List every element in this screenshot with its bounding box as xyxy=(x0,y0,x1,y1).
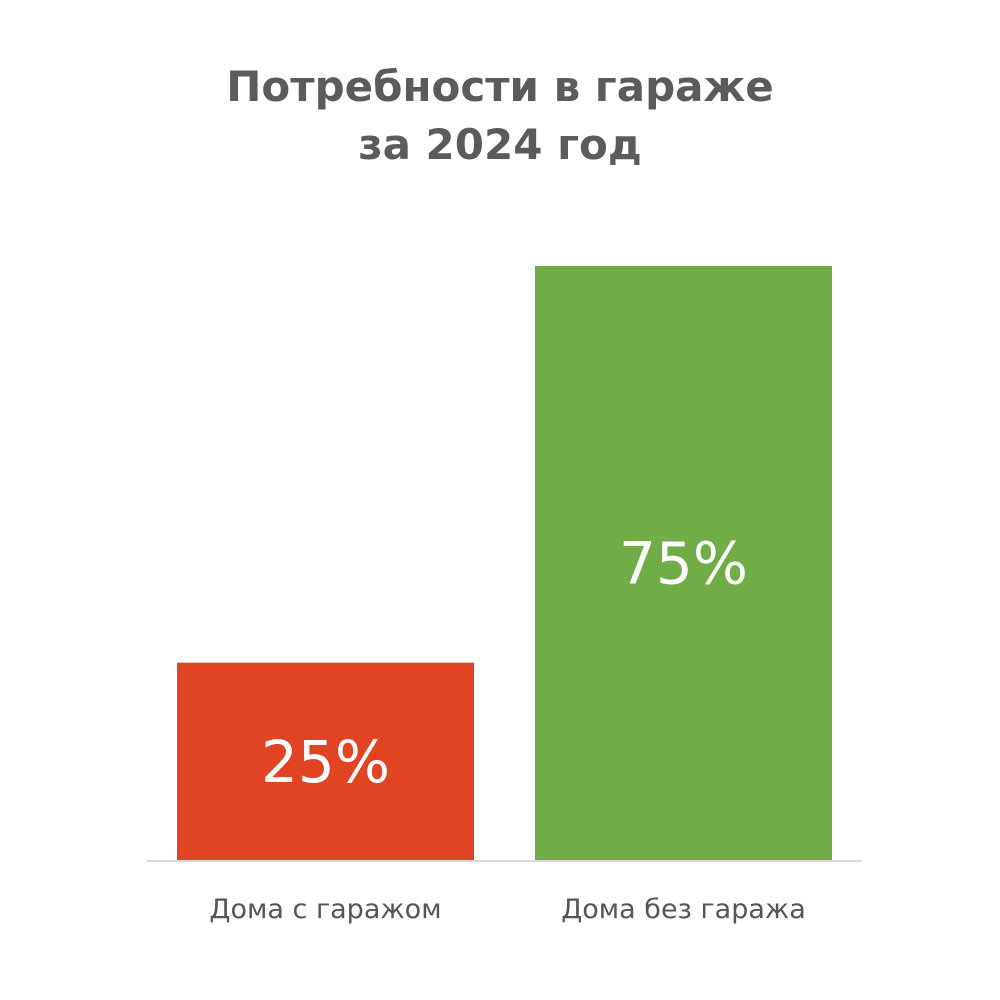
chart-title-line-2: за 2024 год xyxy=(358,120,642,169)
chart-title-line-1: Потребности в гараже xyxy=(226,62,774,111)
category-label-1: Дома с гаражом xyxy=(209,894,441,925)
bars-layer xyxy=(177,266,832,861)
bar-2 xyxy=(535,266,832,861)
bar-value-label-2: 75% xyxy=(619,530,748,598)
category-label-2: Дома без гаража xyxy=(561,894,806,925)
bar-1 xyxy=(177,662,474,861)
labels-layer: 25% Дома с гаражом 75% Дома без гаража xyxy=(209,530,805,926)
bar-value-label-1: 25% xyxy=(261,728,390,796)
chart-title: Потребности в гараже за 2024 год xyxy=(0,58,1000,174)
